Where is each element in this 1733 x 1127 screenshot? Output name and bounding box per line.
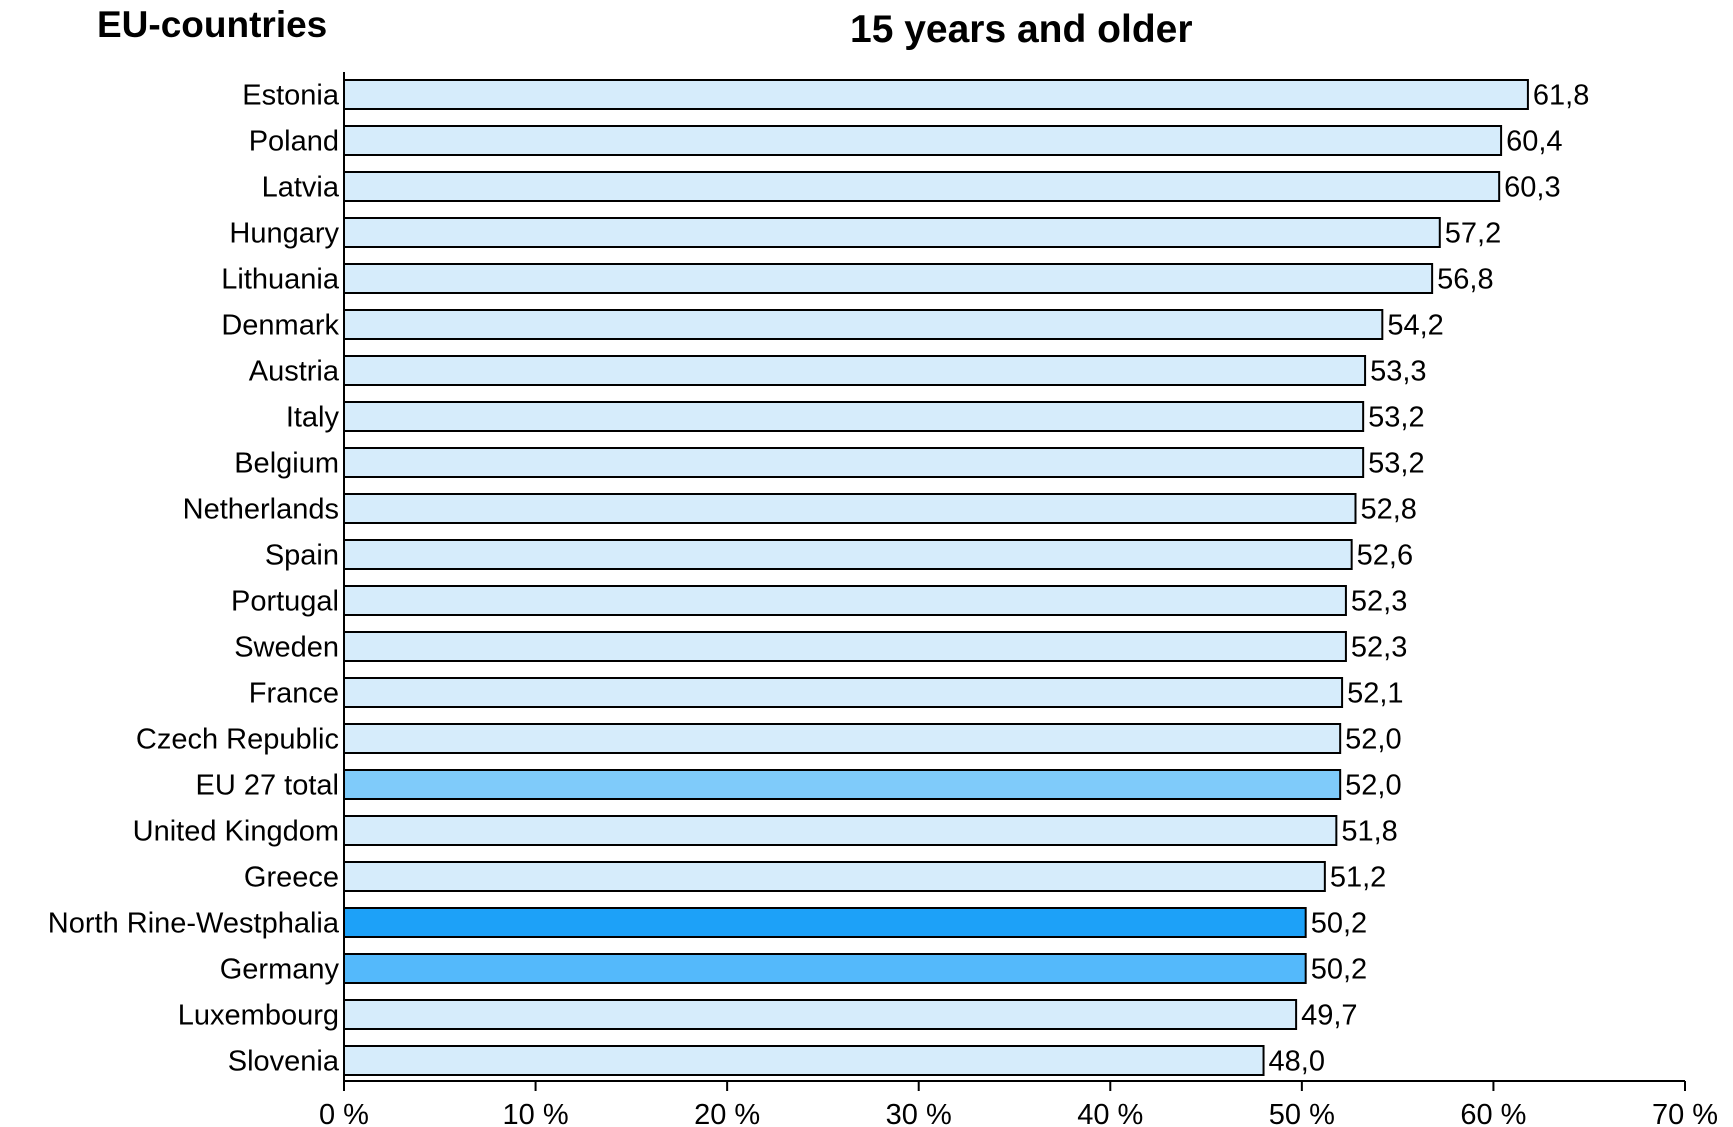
bar (343, 125, 1503, 156)
category-label: Sweden (234, 632, 339, 664)
category-label: Lithuania (221, 264, 340, 296)
bar (343, 861, 1326, 892)
x-tick-label: 40 % (1077, 1099, 1143, 1127)
bar (343, 631, 1347, 662)
chart-subtitle: EU-countries (97, 4, 328, 45)
bar (343, 677, 1344, 708)
category-label: Greece (244, 862, 339, 894)
category-label: Poland (249, 126, 339, 158)
bar (343, 1045, 1265, 1076)
bar (343, 171, 1501, 202)
category-label: Spain (265, 540, 339, 572)
x-tick-label: 20 % (694, 1099, 760, 1127)
data-label: 52,0 (1345, 724, 1401, 756)
category-label: France (249, 678, 339, 710)
data-label: 52,8 (1360, 494, 1416, 526)
bar (343, 401, 1365, 432)
category-label: EU 27 total (196, 770, 339, 802)
x-tick-label: 50 % (1269, 1099, 1335, 1127)
bar (343, 447, 1365, 478)
bar (343, 217, 1441, 248)
category-label: North Rine-Westphalia (48, 908, 340, 940)
bar (343, 539, 1353, 570)
data-label: 52,1 (1347, 678, 1403, 710)
data-label: 57,2 (1445, 218, 1501, 250)
category-label: Germany (220, 954, 340, 986)
bar (343, 999, 1298, 1030)
x-tick-label: 30 % (886, 1099, 952, 1127)
x-tick-label: 0 % (319, 1099, 369, 1127)
data-label: 60,4 (1506, 126, 1562, 158)
data-label: 51,8 (1341, 816, 1397, 848)
x-tick-label: 70 % (1652, 1099, 1718, 1127)
category-label: Italy (286, 402, 340, 434)
category-label: Portugal (231, 586, 339, 618)
category-label: Czech Republic (136, 724, 339, 756)
data-label: 50,2 (1311, 908, 1367, 940)
data-label: 52,0 (1345, 770, 1401, 802)
chart-title: 15 years and older (850, 8, 1193, 51)
bar (343, 953, 1307, 984)
data-label: 51,2 (1330, 862, 1386, 894)
category-label: Slovenia (228, 1046, 340, 1078)
bar (343, 263, 1434, 294)
x-tick-label: 60 % (1460, 1099, 1526, 1127)
data-label: 50,2 (1311, 954, 1367, 986)
data-label: 52,3 (1351, 632, 1407, 664)
bar (343, 723, 1342, 754)
data-label: 52,6 (1357, 540, 1413, 572)
category-label: Latvia (262, 172, 340, 204)
bar (343, 907, 1307, 938)
data-label: 53,3 (1370, 356, 1426, 388)
data-label: 56,8 (1437, 264, 1493, 296)
category-label: Luxembourg (178, 1000, 339, 1032)
data-label: 52,3 (1351, 586, 1407, 618)
bar (343, 309, 1384, 340)
bar (343, 585, 1347, 616)
bar (343, 769, 1342, 800)
category-label: Belgium (234, 448, 339, 480)
bar (343, 493, 1357, 524)
data-label: 61,8 (1533, 80, 1589, 112)
category-label: United Kingdom (133, 816, 339, 848)
category-label: Estonia (242, 80, 340, 112)
data-label: 49,7 (1301, 1000, 1357, 1032)
data-label: 54,2 (1387, 310, 1443, 342)
data-label: 53,2 (1368, 448, 1424, 480)
bar (343, 815, 1338, 846)
category-label: Netherlands (183, 494, 339, 526)
bar (343, 355, 1367, 386)
data-label: 48,0 (1269, 1046, 1325, 1078)
category-label: Denmark (221, 310, 339, 342)
category-label: Hungary (229, 218, 339, 250)
data-label: 60,3 (1504, 172, 1560, 204)
category-label: Austria (249, 356, 340, 388)
x-tick-label: 10 % (503, 1099, 569, 1127)
data-label: 53,2 (1368, 402, 1424, 434)
bar (343, 79, 1529, 110)
